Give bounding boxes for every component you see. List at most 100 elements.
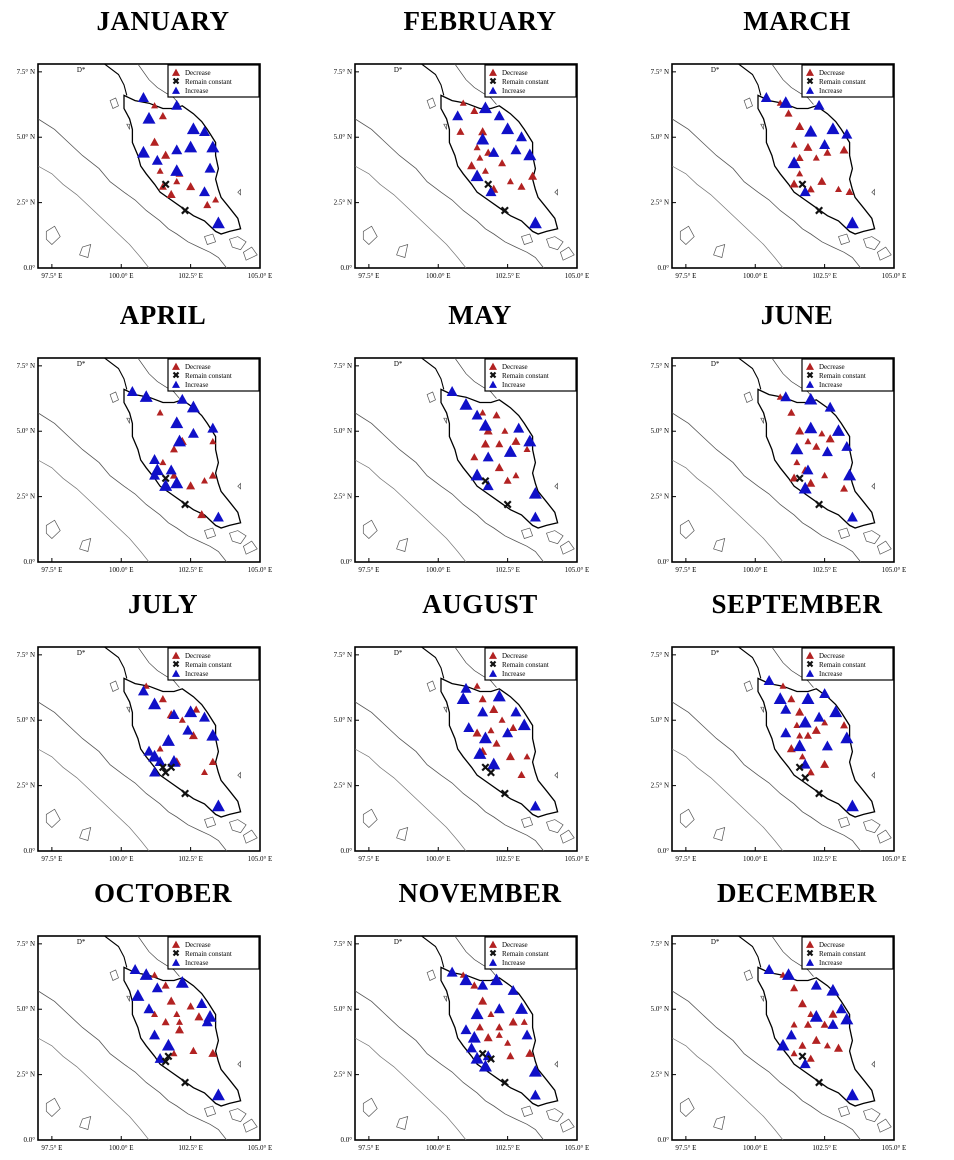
- marker-decrease: [795, 707, 805, 716]
- marker-constant: [481, 476, 490, 485]
- y-tick-label: 2.5° N: [334, 199, 352, 207]
- y-tick-label: 2.5° N: [17, 199, 35, 207]
- legend-decrease-label: Decrease: [502, 69, 528, 77]
- marker-increase: [763, 675, 775, 685]
- legend-constant-symbol: [172, 77, 180, 85]
- marker-increase: [473, 747, 487, 759]
- panel-title: MARCH: [743, 6, 851, 36]
- legend-constant-symbol: [172, 660, 180, 668]
- legend-increase-label: Increase: [819, 381, 842, 389]
- marker-decrease: [811, 1035, 821, 1044]
- marker-constant: [478, 1049, 487, 1058]
- y-tick-label: 5.0° N: [651, 427, 669, 435]
- marker-increase: [142, 111, 156, 124]
- marker-decrease: [509, 723, 518, 731]
- marker-increase: [799, 758, 811, 769]
- station-markers: [452, 99, 542, 229]
- corner-mark: D*: [77, 938, 86, 946]
- x-tick-label: 102.5° E: [495, 272, 520, 280]
- marker-decrease: [208, 757, 217, 765]
- y-tick-label: 2.5° N: [17, 1071, 35, 1079]
- x-tick-label: 102.5° E: [812, 855, 837, 863]
- axis-ticks: 97.5° E 100.0° E 102.5° E 105.0° E 0.0° 2.5° …: [17, 940, 273, 1152]
- marker-increase: [502, 727, 514, 738]
- marker-increase: [463, 722, 475, 733]
- marker-decrease: [820, 759, 830, 768]
- marker-decrease: [478, 694, 487, 703]
- peninsula-coastline: [440, 966, 559, 1107]
- legend-increase-label: Increase: [819, 959, 842, 967]
- marker-decrease: [470, 106, 479, 114]
- legend-increase-label: Increase: [502, 670, 525, 678]
- marker-decrease: [194, 1012, 204, 1021]
- y-tick-label: 2.5° N: [17, 493, 35, 501]
- marker-increase: [139, 968, 153, 980]
- map-panel-november: NOVEMBER D* Decrease Remain constant Increas…: [325, 872, 625, 1160]
- marker-increase: [493, 1003, 505, 1014]
- marker-constant: [161, 180, 170, 189]
- marker-decrease: [197, 510, 207, 519]
- marker-decrease: [156, 745, 164, 752]
- marker-constant: [798, 1052, 807, 1061]
- marker-decrease: [481, 167, 489, 174]
- marker-increase: [470, 1007, 484, 1020]
- marker-constant: [181, 1078, 190, 1087]
- marker-increase: [137, 92, 149, 102]
- marker-increase: [477, 706, 489, 717]
- legend-decrease-symbol: [806, 651, 814, 659]
- map-panel-february: FEBRUARY D* Decrease Remain constant Increas…: [325, 0, 625, 288]
- x-tick-label: 102.5° E: [178, 855, 203, 863]
- y-tick-label: 7.5° N: [17, 651, 35, 659]
- marker-increase: [478, 731, 492, 744]
- marker-decrease: [475, 1023, 484, 1031]
- marker-decrease: [473, 682, 481, 689]
- marker-decrease: [156, 167, 164, 174]
- legend-constant-label: Remain constant: [185, 950, 232, 958]
- x-tick-label: 97.5° E: [41, 1144, 62, 1152]
- legend-increase-symbol: [172, 86, 180, 94]
- marker-increase: [196, 998, 208, 1008]
- x-tick-label: 105.0° E: [248, 855, 273, 863]
- marker-decrease: [803, 142, 813, 151]
- marker-increase: [846, 511, 858, 522]
- marker-increase: [154, 1052, 166, 1063]
- coastlines: [355, 936, 575, 1140]
- y-tick-label: 2.5° N: [651, 199, 669, 207]
- legend-constant-symbol: [489, 371, 497, 379]
- marker-increase: [824, 401, 836, 412]
- y-tick-label: 2.5° N: [651, 782, 669, 790]
- y-tick-label: 7.5° N: [334, 68, 352, 76]
- x-tick-label: 102.5° E: [495, 855, 520, 863]
- marker-increase: [827, 1018, 839, 1029]
- marker-increase: [211, 1088, 225, 1101]
- x-tick-label: 102.5° E: [812, 272, 837, 280]
- marker-decrease: [840, 721, 849, 729]
- marker-increase: [446, 386, 458, 396]
- map-panel-march: MARCH D* Decrease Remain constant Increase 97…: [642, 0, 942, 288]
- marker-decrease: [523, 753, 531, 760]
- y-tick-label: 7.5° N: [334, 362, 352, 370]
- marker-decrease: [498, 159, 507, 167]
- map-panel-july: JULY D* Decrease Remain constant Increase 97.…: [8, 583, 308, 871]
- y-tick-label: 5.0° N: [17, 716, 35, 724]
- marker-decrease: [479, 409, 487, 416]
- coastlines: [38, 647, 258, 851]
- marker-decrease: [166, 996, 176, 1005]
- marker-decrease: [817, 176, 827, 185]
- marker-decrease: [840, 484, 849, 492]
- y-tick-label: 0.0°: [657, 264, 669, 272]
- y-tick-label: 7.5° N: [17, 68, 35, 76]
- y-tick-label: 0.0°: [657, 558, 669, 566]
- legend-decrease-label: Decrease: [185, 69, 211, 77]
- corner-mark: D*: [711, 938, 720, 946]
- marker-decrease: [528, 171, 538, 180]
- marker-decrease: [478, 127, 488, 136]
- y-tick-label: 0.0°: [657, 847, 669, 855]
- x-tick-label: 105.0° E: [565, 1144, 590, 1152]
- x-tick-label: 97.5° E: [675, 855, 696, 863]
